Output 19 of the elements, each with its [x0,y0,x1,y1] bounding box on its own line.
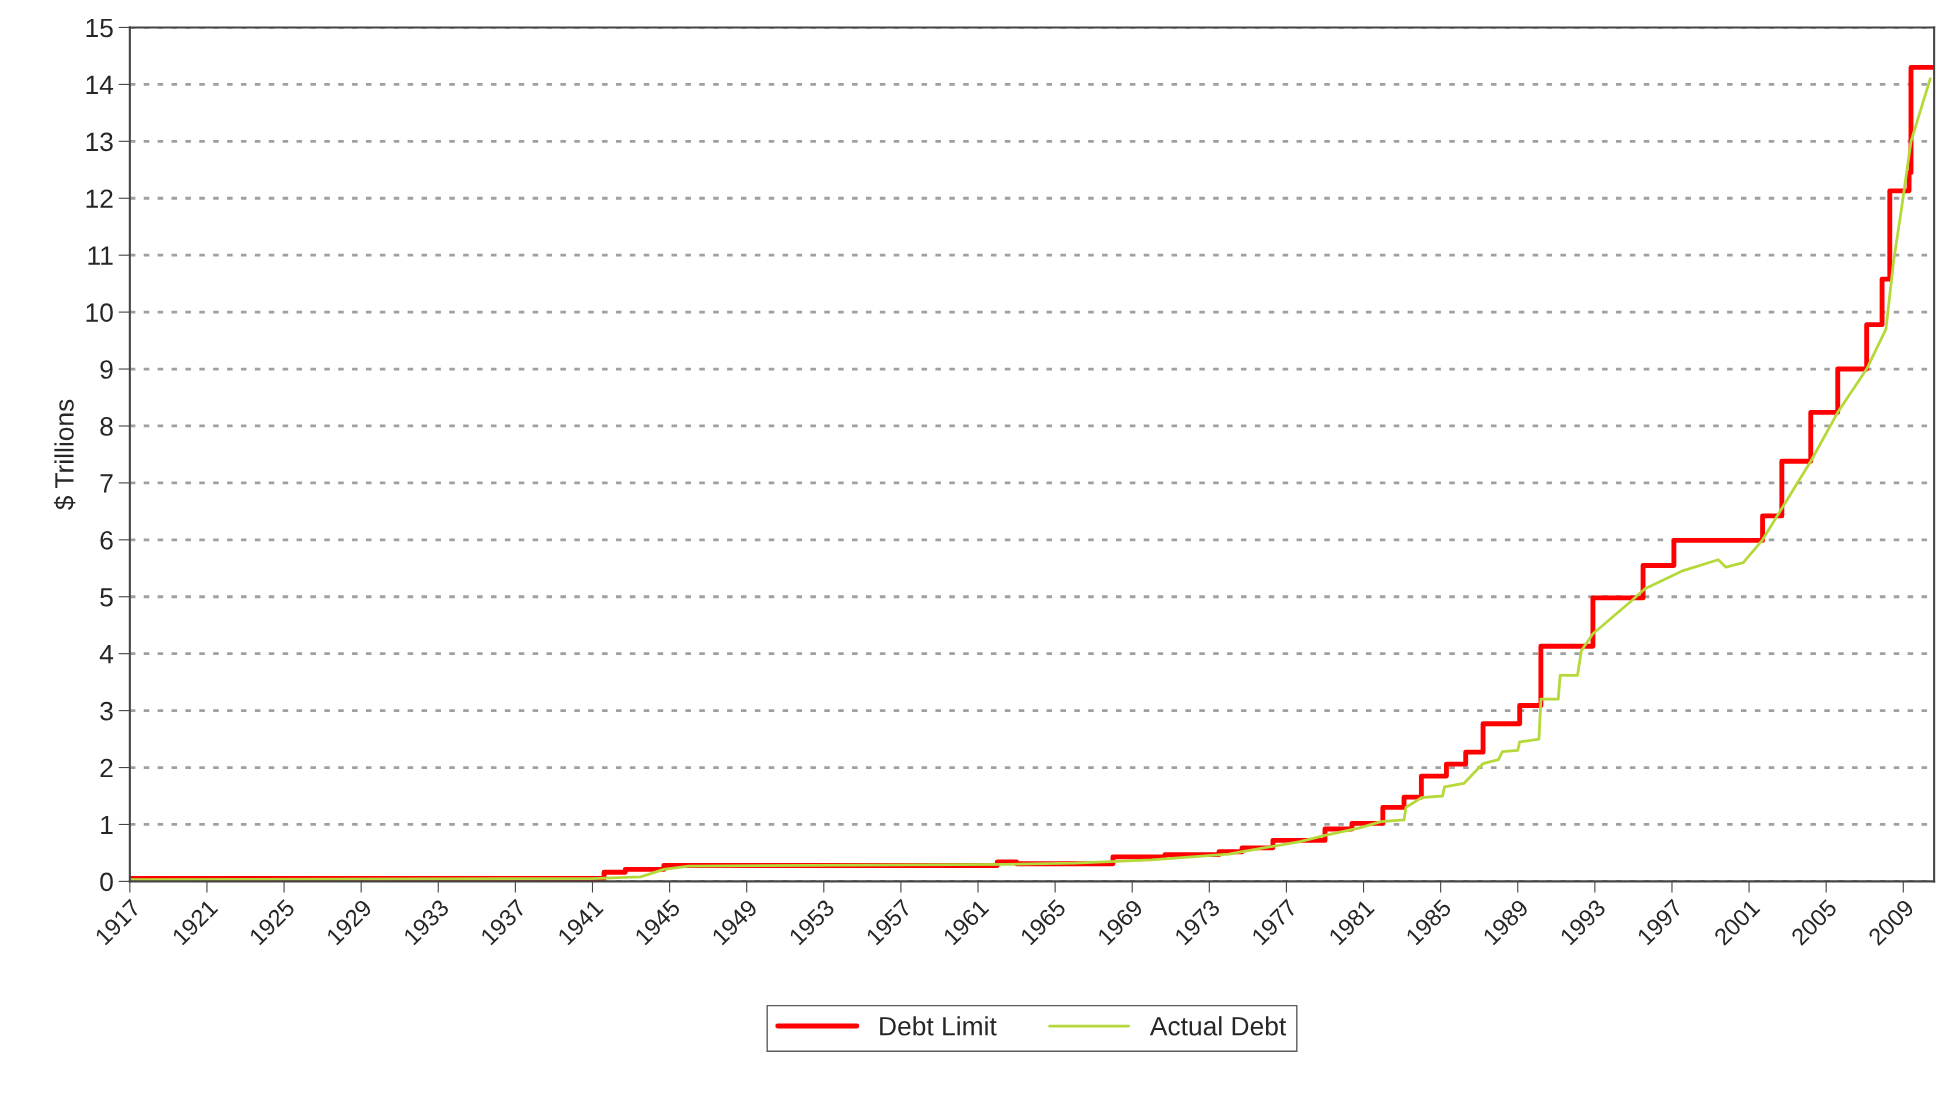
y-tick-label: 12 [86,189,113,208]
y-tick-label: 10 [86,303,113,322]
y-tick-label: 1 [101,815,113,835]
y-tick-label: 2 [100,758,113,778]
y-tick-label: 6 [100,530,113,550]
y-tick-label: 7 [100,474,113,493]
legend-label: Actual Debt [1149,1016,1287,1036]
y-tick-label: 3 [100,701,113,721]
y-tick-label: 5 [100,588,113,607]
legend-label: Debt Limit [880,1016,997,1036]
y-tick-label: 8 [100,417,113,436]
y-axis-title: $ Trillions [53,399,76,510]
y-tick-label: 13 [86,132,113,152]
y-tick-label: 0 [100,872,113,892]
y-tick-label: 14 [86,75,114,94]
y-tick-label: 15 [86,18,113,38]
y-tick-label: 11 [88,246,113,265]
y-tick-label: 4 [99,645,114,664]
y-tick-label: 9 [100,360,113,379]
